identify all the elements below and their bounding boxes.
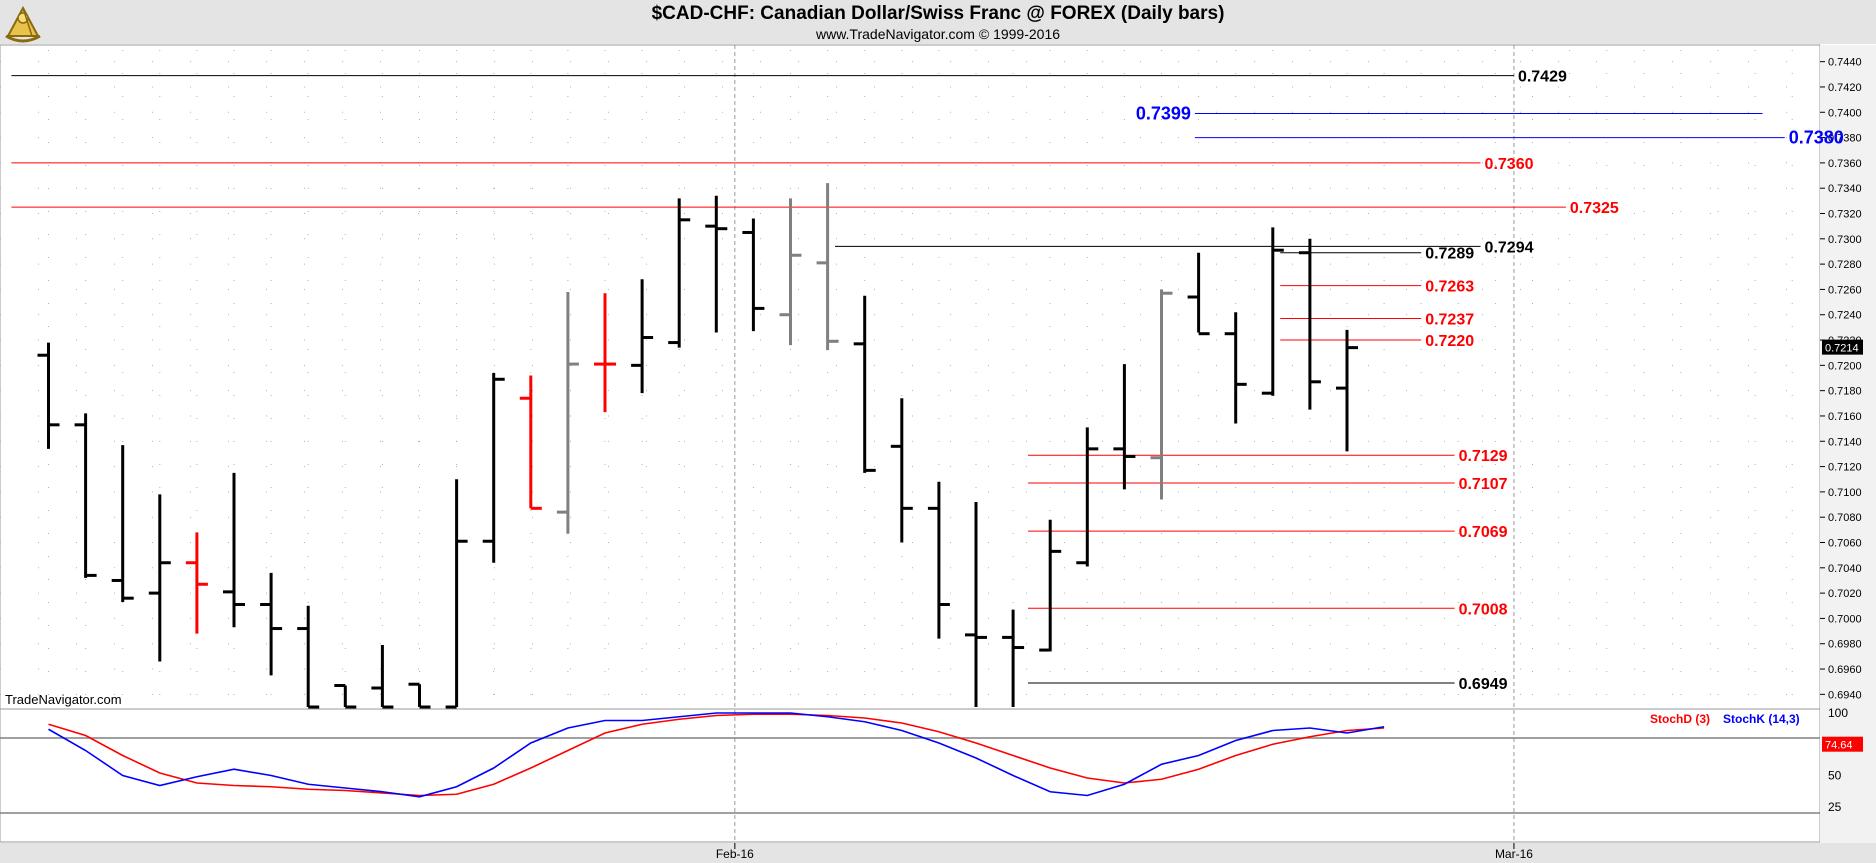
level-label: 0.7220 — [1425, 333, 1474, 350]
y-tick-label: 0.7160 — [1828, 411, 1862, 423]
axis-bg — [1820, 45, 1876, 843]
price-bars — [37, 183, 1358, 709]
level-label: 0.7380 — [1789, 128, 1844, 148]
y-tick-label: 0.7300 — [1828, 234, 1862, 246]
osc-tick-label: 100 — [1828, 706, 1848, 720]
x-tick-label: Mar-16 — [1495, 847, 1533, 861]
chart-title: $CAD-CHF: Canadian Dollar/Swiss Franc @ … — [651, 3, 1225, 24]
level-label: 0.7399 — [1136, 104, 1191, 124]
y-tick-label: 0.6960 — [1828, 664, 1862, 676]
last-price-box — [1822, 339, 1863, 355]
y-tick-label: 0.7020 — [1828, 588, 1862, 600]
y-tick-label: 0.7440 — [1828, 57, 1862, 69]
y-tick-label: 0.6980 — [1828, 639, 1862, 651]
osc-series-line — [48, 712, 1385, 798]
level-lines: 0.7429 0.7399 0.7380 0.7360 0.7325 0.7294 0.72… — [11, 69, 1844, 693]
level-label: 0.7325 — [1570, 200, 1619, 217]
y-tick-label: 0.7360 — [1828, 158, 1862, 170]
y-tick-label: 0.7180 — [1828, 386, 1862, 398]
y-tick-label: 0.7240 — [1828, 310, 1862, 322]
level-label: 0.7008 — [1459, 601, 1508, 618]
level-label: 0.7129 — [1459, 448, 1508, 465]
level-label: 0.7289 — [1425, 246, 1474, 263]
osc-tick-label: 50 — [1828, 769, 1842, 783]
y-tick-label: 0.7140 — [1828, 436, 1862, 448]
osc-tick-label: 25 — [1828, 800, 1842, 814]
last-price-label: 0.7214 — [1825, 343, 1859, 355]
level-label: 0.7263 — [1425, 279, 1474, 296]
price-frame — [0, 44, 1821, 710]
y-tick-label: 0.7420 — [1828, 82, 1862, 94]
level-label: 0.7107 — [1459, 476, 1508, 493]
y-tick-label: 0.7380 — [1828, 133, 1862, 145]
level-label: 0.7429 — [1518, 69, 1567, 86]
y-tick-label: 0.7040 — [1828, 563, 1862, 575]
level-label: 0.7069 — [1459, 524, 1508, 541]
y-tick-label: 0.7340 — [1828, 183, 1862, 195]
x-tick-label: Feb-16 — [716, 847, 754, 861]
y-tick-label: 0.7120 — [1828, 462, 1862, 474]
osc-last-label: 74.64 — [1825, 740, 1853, 752]
osc-series-line — [48, 713, 1385, 797]
sextant-logo-icon — [2, 2, 44, 44]
date-axis: Feb-16 Mar-16 — [716, 843, 1533, 861]
y-tick-label: 0.7000 — [1828, 613, 1862, 625]
y-tick-label: 0.7400 — [1828, 107, 1862, 119]
y-tick-label: 0.7080 — [1828, 512, 1862, 524]
y-tick-label: 0.6940 — [1828, 689, 1862, 701]
watermark: TradeNavigator.com — [5, 692, 122, 707]
price-axis: 0.7440 0.7420 0.7400 0.7380 0.7360 0.7340 0.73… — [1820, 57, 1863, 701]
date-axis-bg — [0, 843, 1876, 863]
y-tick-label: 0.7200 — [1828, 360, 1862, 372]
legend-stochd: StochD (3) — [1650, 712, 1710, 726]
level-label: 0.7237 — [1425, 312, 1474, 329]
y-tick-label: 0.7100 — [1828, 487, 1862, 499]
osc-last-box — [1822, 736, 1863, 752]
y-tick-label: 0.7060 — [1828, 538, 1862, 550]
grid — [0, 44, 1876, 863]
stochastic-panel: 100755025StochD (3)StochK (14,3)74.64 — [0, 706, 1863, 814]
y-tick-label: 0.7280 — [1828, 259, 1862, 271]
y-tick-label: 0.7320 — [1828, 209, 1862, 221]
title-bar — [0, 0, 1876, 44]
level-label: 0.7294 — [1485, 239, 1534, 256]
level-label: 0.7360 — [1485, 156, 1534, 173]
level-label: 0.6949 — [1459, 676, 1508, 693]
chart-subtitle: www.TradeNavigator.com © 1999-2016 — [815, 26, 1061, 42]
y-tick-label: 0.7260 — [1828, 284, 1862, 296]
legend-stochk: StochK (14,3) — [1723, 712, 1800, 726]
